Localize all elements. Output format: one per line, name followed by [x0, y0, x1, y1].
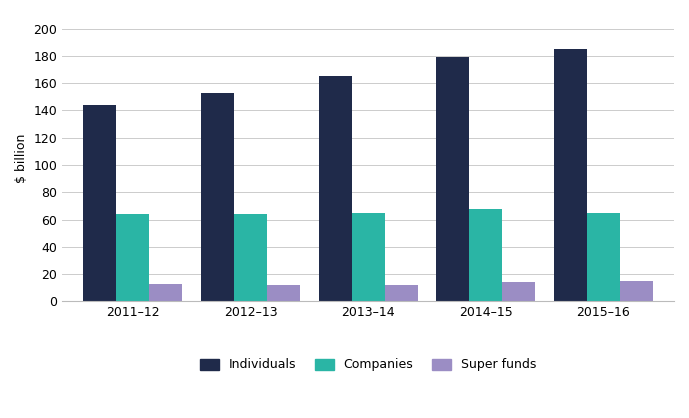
Bar — [351, 213, 384, 301]
Bar — [201, 93, 234, 301]
Legend: Individuals, Companies, Super funds: Individuals, Companies, Super funds — [195, 353, 542, 377]
Bar — [587, 213, 620, 301]
Bar — [554, 49, 587, 301]
Bar — [436, 57, 469, 301]
Bar — [319, 76, 351, 301]
Bar — [469, 209, 502, 301]
Bar — [502, 282, 535, 301]
Y-axis label: $ billion: $ billion — [15, 133, 28, 183]
Bar — [384, 285, 418, 301]
Bar — [83, 105, 116, 301]
Bar — [267, 285, 300, 301]
Bar — [150, 284, 183, 301]
Bar — [620, 281, 652, 301]
Bar — [234, 214, 267, 301]
Bar — [116, 214, 150, 301]
